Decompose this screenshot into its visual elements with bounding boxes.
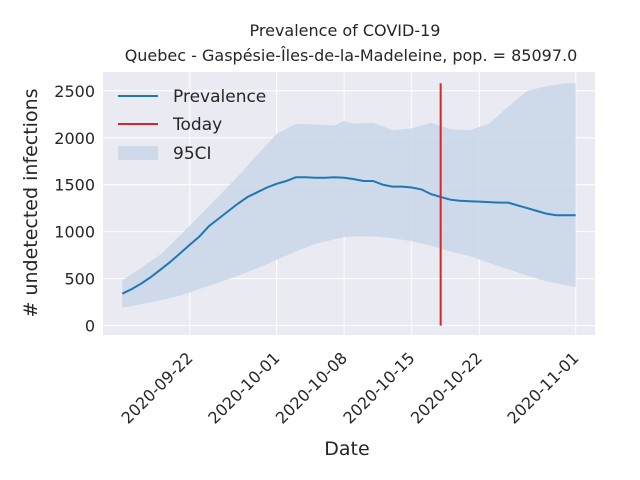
x-tick-label: 2020-10-01 xyxy=(204,348,283,427)
y-tick-label: 2500 xyxy=(54,82,95,101)
legend-label-95ci: 95CI xyxy=(173,144,212,164)
x-tick-label: 2020-10-15 xyxy=(339,348,418,427)
confidence-band-layer xyxy=(122,83,576,308)
x-tick-label: 2020-11-01 xyxy=(503,348,582,427)
y-tick-label: 2000 xyxy=(54,129,95,148)
legend: Prevalence Today 95CI xyxy=(118,87,266,164)
legend-swatch-95ci xyxy=(118,146,158,160)
y-axis-label: # undetected infections xyxy=(20,88,42,317)
x-tick-label: 2020-10-22 xyxy=(407,348,486,427)
y-tick-label: 0 xyxy=(85,317,95,336)
y-tick-label: 1000 xyxy=(54,223,95,242)
prevalence-line xyxy=(121,176,576,295)
prevalence-line-layer xyxy=(121,176,576,295)
y-tick-label: 1500 xyxy=(54,176,95,195)
x-tick-label: 2020-10-08 xyxy=(272,348,351,427)
y-tick-labels: 0 500 1000 1500 2000 2500 xyxy=(54,82,95,336)
confidence-band-95ci xyxy=(122,83,576,308)
legend-label-prevalence: Prevalence xyxy=(173,87,266,107)
chart-title: Prevalence of COVID-19 xyxy=(250,21,441,40)
legend-label-today: Today xyxy=(172,115,222,135)
x-tick-label: 2020-09-22 xyxy=(117,348,196,427)
x-tick-labels: 2020-09-22 2020-10-012020-10-082020-10-15… xyxy=(117,348,582,427)
chart-subtitle: Quebec - Gaspésie-Îles-de-la-Madeleine, … xyxy=(125,46,578,65)
x-axis-label: Date xyxy=(324,438,369,460)
y-tick-label: 500 xyxy=(64,270,95,289)
